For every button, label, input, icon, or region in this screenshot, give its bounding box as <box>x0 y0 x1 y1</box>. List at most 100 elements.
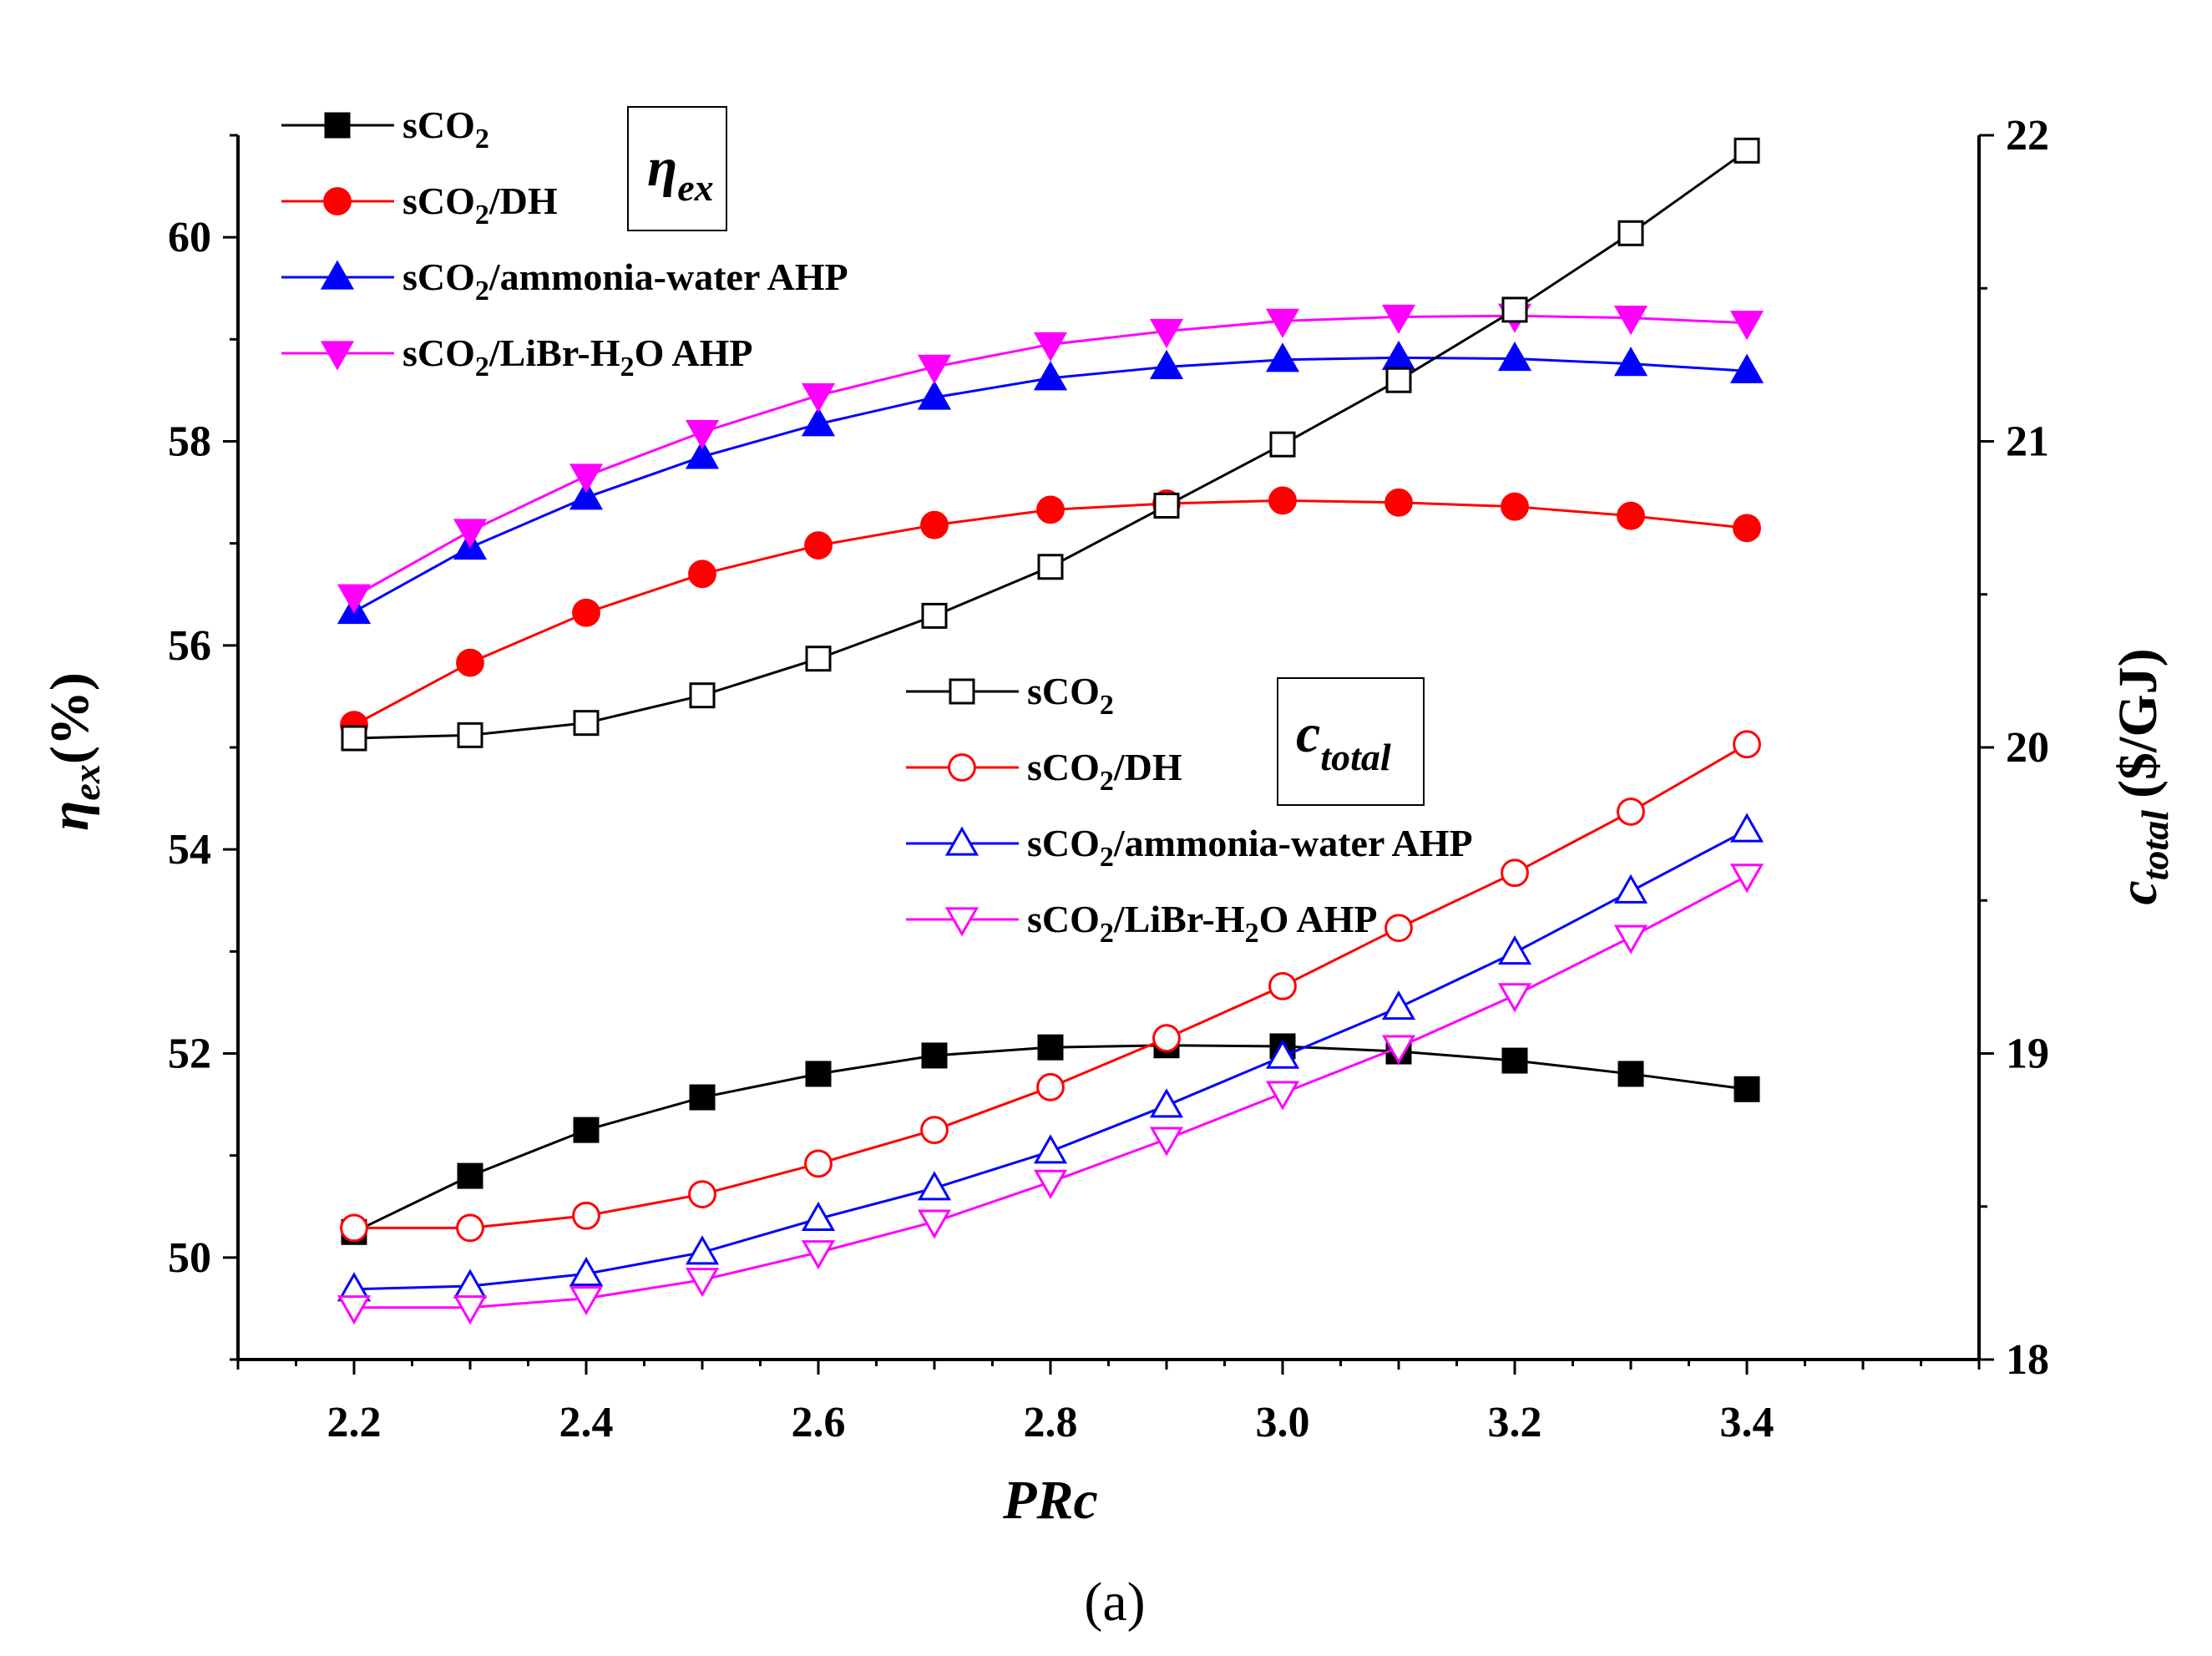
legend-label-sub: 2 <box>475 200 489 230</box>
right-y-tick-label: 18 <box>2006 1336 2049 1384</box>
left-y-tick-label: 56 <box>168 622 211 670</box>
legend-label-main: sCO <box>402 256 475 298</box>
data-point <box>1497 935 1532 965</box>
x-tick-label: 2.2 <box>327 1399 382 1446</box>
data-point <box>1153 492 1180 519</box>
legend-label-sub: 2 <box>1100 766 1114 797</box>
legend-label-main: sCO <box>1027 822 1100 864</box>
data-point <box>1733 730 1761 759</box>
right-y-tick-label: 19 <box>2006 1031 2049 1078</box>
series-7-right-triangle-down <box>337 863 1764 1325</box>
data-point <box>1381 304 1416 334</box>
data-point <box>1033 1169 1068 1199</box>
right-y-tick-label: 21 <box>2006 418 2049 466</box>
right-legend-entry-0: sCO2 <box>906 670 1114 721</box>
legend-label-main: sCO <box>402 180 475 222</box>
data-point <box>1617 798 1645 826</box>
eta-ex-box-symbol: η <box>647 137 677 198</box>
data-point <box>337 584 372 614</box>
eta-ex-box-sub: ex <box>677 166 713 209</box>
data-point <box>1497 983 1532 1013</box>
series-layer <box>337 137 1764 1325</box>
data-point <box>685 1268 720 1298</box>
data-point <box>572 598 600 627</box>
left-y-tick-label: 54 <box>168 826 211 874</box>
data-point <box>685 439 720 469</box>
data-point <box>456 648 484 677</box>
data-point <box>1497 342 1532 372</box>
data-point <box>920 510 949 539</box>
data-point <box>804 531 833 560</box>
legend-label-rest2: O AHP <box>1259 898 1378 940</box>
right-legend-entry-1: sCO2/DH <box>906 746 1182 797</box>
data-point <box>1501 858 1529 888</box>
legend-marker <box>948 753 976 782</box>
legend-label: sCO2 <box>402 104 489 154</box>
right-y-tick-label: 22 <box>2006 112 2049 160</box>
data-point <box>917 354 952 384</box>
data-point <box>569 463 604 494</box>
legend-label: sCO2/LiBr-H2O AHP <box>1027 898 1377 949</box>
legend-label-sub2: 2 <box>620 352 635 382</box>
data-point <box>1149 349 1184 379</box>
c-total-box-frame <box>1277 677 1425 806</box>
data-point <box>801 382 836 413</box>
data-point <box>341 725 367 752</box>
data-point <box>1268 486 1297 515</box>
data-point <box>1033 1134 1068 1164</box>
data-point <box>340 1213 368 1243</box>
legend-marker <box>320 341 355 371</box>
data-point <box>573 710 600 737</box>
legend-label-sub: 2 <box>1100 842 1114 873</box>
data-point <box>1613 874 1648 904</box>
legend-label-sub: 2 <box>1100 690 1114 721</box>
legend-label-rest: /ammonia-water AHP <box>488 256 848 298</box>
data-point <box>1381 1035 1416 1065</box>
data-point <box>1501 1047 1528 1074</box>
x-tick-label: 3.0 <box>1256 1399 1310 1446</box>
legend-marker <box>944 826 979 856</box>
legend-label-sub: 2 <box>475 124 489 154</box>
data-point <box>1501 492 1529 521</box>
data-point <box>920 1116 949 1145</box>
legend-label-sub: 2 <box>1100 918 1114 949</box>
legend-label-rest: /ammonia-water AHP <box>1113 822 1473 864</box>
data-point <box>1729 311 1764 341</box>
legend-label-main: sCO <box>1027 898 1100 940</box>
left-axis-title: ηex(%) <box>39 672 108 831</box>
x-tick-label: 2.6 <box>792 1399 846 1446</box>
data-point <box>1613 347 1648 377</box>
data-point <box>1269 431 1296 458</box>
legend-label: sCO2/ammonia-water AHP <box>1027 822 1473 873</box>
c-total-box-label: ctotal <box>1296 703 1391 778</box>
x-tick-label: 2.4 <box>559 1399 614 1446</box>
right-legend-entry-2: sCO2/ammonia-water AHP <box>906 822 1473 873</box>
data-point <box>1265 308 1300 338</box>
data-point <box>1265 342 1300 372</box>
left-axis-title-sub: ex <box>65 764 108 800</box>
eta-ex-box-label: ηex <box>647 137 714 209</box>
right-legend-entry-3: sCO2/LiBr-H2O AHP <box>906 898 1377 949</box>
right-axis-title-sub: total <box>2134 810 2176 881</box>
data-point <box>689 1084 716 1111</box>
data-point <box>1149 1127 1184 1157</box>
data-point <box>689 682 716 709</box>
data-point <box>457 722 483 748</box>
data-point <box>1384 488 1413 517</box>
data-point <box>685 1235 720 1265</box>
data-point <box>1149 1088 1184 1118</box>
c-total-box: ctotal <box>1277 677 1425 806</box>
data-point <box>1613 924 1648 955</box>
data-point <box>1617 220 1644 246</box>
data-point <box>1036 1072 1065 1101</box>
x-tick-label: 2.8 <box>1024 1399 1078 1446</box>
data-point <box>1033 361 1068 391</box>
legend-label-rest2: O AHP <box>635 332 753 374</box>
left-axis-title-symbol: η <box>39 801 100 831</box>
legend-label-sub: 2 <box>475 276 489 306</box>
data-point <box>917 1209 952 1239</box>
legend-label-sub2: 2 <box>1245 918 1259 949</box>
right-axis-title-symbol: c <box>2108 880 2169 904</box>
legend-marker <box>944 907 979 937</box>
data-point <box>921 602 948 629</box>
